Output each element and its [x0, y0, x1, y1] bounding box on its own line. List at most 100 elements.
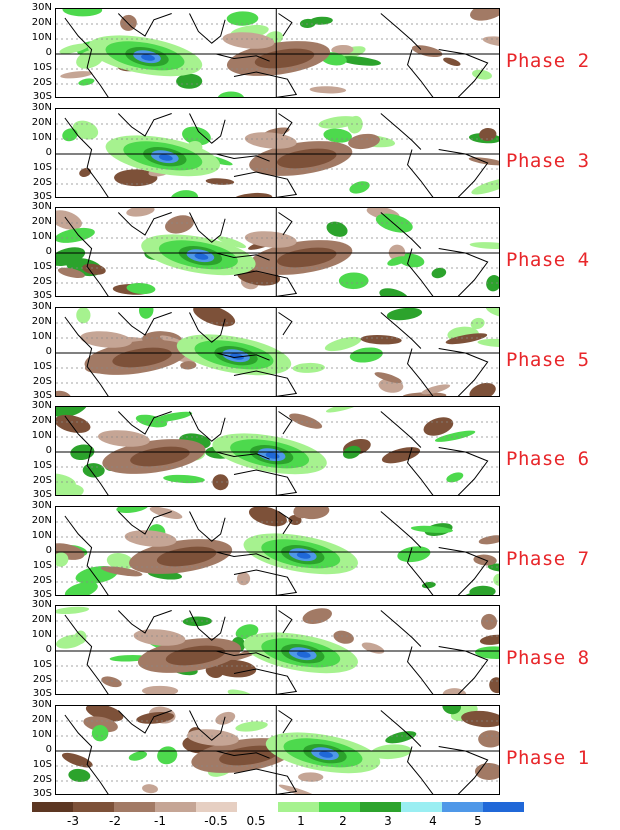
coastline [233, 568, 298, 595]
strong-wet-anomaly [194, 253, 209, 260]
latitude-label: 10S [32, 161, 52, 173]
wet-anomaly [68, 768, 91, 782]
wet-anomaly [78, 78, 95, 86]
strong-wet-anomaly [230, 352, 244, 360]
coastline [117, 411, 172, 435]
coastline [216, 551, 270, 560]
dry-anomaly [180, 360, 197, 370]
dry-anomaly [442, 688, 467, 694]
wet-anomaly [138, 307, 154, 319]
dry-anomaly [56, 414, 91, 433]
wet-anomaly [421, 581, 436, 588]
coastline [64, 714, 109, 794]
map-panel [55, 306, 500, 397]
latitude-label: 30N [31, 300, 52, 312]
latitude-label: 20N [31, 315, 52, 327]
coastline [406, 546, 434, 595]
dry-anomaly [141, 685, 179, 694]
wet-anomaly [56, 606, 90, 615]
wet-anomaly [226, 11, 259, 26]
phase-label: Phase 5 [506, 348, 590, 371]
latitude-label: 30N [31, 599, 52, 610]
wet-anomaly [338, 56, 381, 66]
dry-anomaly [248, 506, 287, 526]
coastline [406, 447, 434, 495]
dry-anomaly [56, 390, 72, 396]
phase-label: Phase 4 [506, 249, 590, 271]
coastline [233, 170, 298, 197]
latitude-label: 20N [31, 713, 52, 725]
dry-anomaly [213, 659, 257, 678]
latitude-label: 10N [31, 629, 52, 640]
coastline [380, 311, 422, 349]
coastline [117, 212, 172, 236]
dry-anomaly [205, 177, 235, 185]
colorbar-tick-label: -2 [109, 814, 121, 828]
latitude-label: 10N [31, 231, 52, 242]
wet-anomaly [299, 18, 316, 29]
coastline [380, 411, 422, 448]
latitude-label: 10S [32, 758, 52, 770]
dry-anomaly [215, 711, 236, 725]
latitude-label: 0 [45, 146, 52, 158]
latitude-label: 20N [31, 17, 52, 28]
wet-anomaly [386, 307, 423, 320]
latitude-label: 30N [31, 201, 52, 212]
coastline [64, 316, 109, 396]
latitude-label: 30S [32, 190, 52, 202]
latitude-label: 10S [32, 62, 52, 73]
latitude-label: 0 [45, 544, 52, 556]
anomaly-map [56, 705, 499, 794]
coastline [216, 153, 270, 162]
colorbar-tick-label: -1 [154, 814, 166, 828]
wet-anomaly [59, 43, 89, 54]
latitude-label: 0 [45, 345, 52, 357]
wet-anomaly [182, 126, 211, 145]
coastline [406, 347, 434, 396]
coastline [216, 352, 270, 361]
wet-anomaly [176, 73, 203, 89]
coastline [117, 610, 172, 634]
dry-anomaly [479, 127, 497, 141]
latitude-label: 30S [32, 290, 52, 301]
wet-anomaly [76, 307, 91, 323]
coastline [380, 112, 422, 150]
dry-anomaly [478, 534, 499, 544]
latitude-label: 20S [32, 77, 52, 88]
dry-anomaly [360, 334, 402, 344]
coastline [278, 212, 293, 236]
latitude-label: 20S [32, 674, 52, 685]
dry-anomaly [56, 210, 82, 230]
dry-anomaly [212, 474, 229, 491]
coastline [233, 71, 298, 97]
latitude-label: 20S [32, 276, 52, 287]
dry-anomaly [445, 332, 488, 344]
coastline [216, 252, 270, 261]
colorbar-tick-label: 5 [474, 814, 482, 828]
dry-anomaly [79, 167, 92, 177]
coastline [64, 614, 109, 694]
coastline [189, 411, 226, 442]
coastline [380, 510, 422, 548]
colorbar-swatch [73, 802, 114, 812]
coastline [64, 17, 109, 97]
dry-anomaly [83, 715, 118, 732]
latitude-label: 30S [32, 588, 52, 600]
wet-anomaly [163, 474, 205, 484]
coastline [406, 248, 434, 296]
coastline [380, 13, 422, 50]
anomaly-map [56, 606, 499, 694]
colorbar-tick-label: 4 [429, 814, 437, 828]
wet-anomaly [323, 128, 352, 143]
latitude-label: 20N [31, 614, 52, 625]
dry-anomaly [361, 642, 385, 654]
coastline [438, 49, 489, 97]
coastline [380, 709, 422, 747]
coastline [189, 709, 226, 741]
coastline [216, 750, 270, 759]
map-panel [55, 107, 500, 198]
coastline [233, 369, 298, 396]
wet-anomaly [469, 242, 499, 250]
dry-anomaly [124, 529, 177, 547]
dry-anomaly [478, 729, 499, 747]
